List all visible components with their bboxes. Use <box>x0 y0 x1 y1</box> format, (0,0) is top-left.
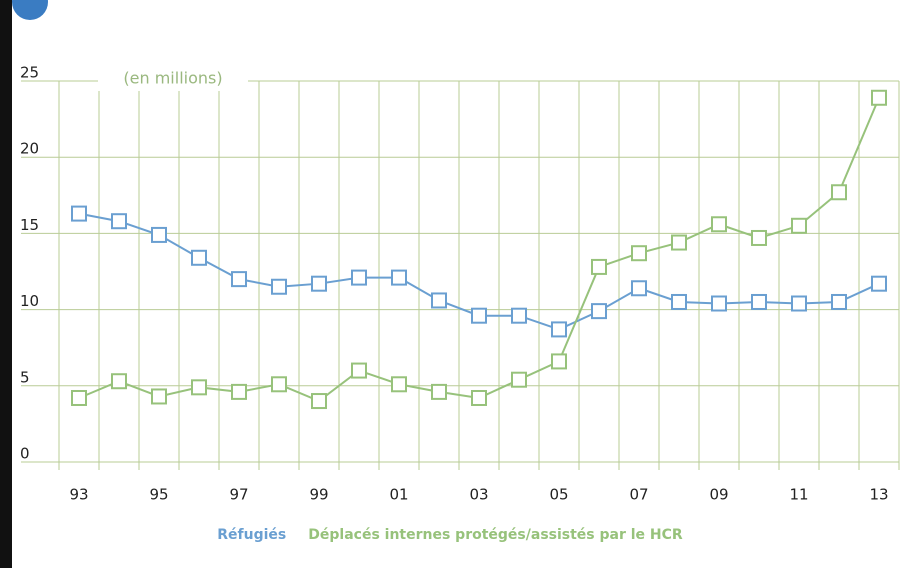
y-tick-label: 10 <box>20 292 39 310</box>
legend: Réfugiés Déplacés internes protégés/assis… <box>217 527 683 543</box>
marker <box>751 293 767 310</box>
marker <box>151 226 167 243</box>
marker <box>231 383 247 400</box>
y-tick-label: 0 <box>20 445 30 463</box>
side-strip <box>0 0 12 568</box>
marker <box>871 89 887 106</box>
marker <box>151 388 167 405</box>
marker <box>631 245 647 262</box>
marker <box>231 271 247 288</box>
x-tick-label: 07 <box>629 486 648 504</box>
marker <box>111 213 127 230</box>
x-tick-label: 05 <box>549 486 568 504</box>
y-tick-label: 20 <box>20 140 39 158</box>
marker <box>311 393 327 410</box>
marker <box>791 217 807 234</box>
marker <box>271 278 287 295</box>
marker <box>71 205 87 222</box>
x-tick-label: 93 <box>69 486 88 504</box>
x-tick-label: 95 <box>149 486 168 504</box>
marker <box>871 275 887 292</box>
marker <box>391 269 407 286</box>
marker <box>71 389 87 406</box>
marker <box>471 389 487 406</box>
y-tick-label: 15 <box>20 216 39 234</box>
marker <box>191 379 207 396</box>
legend-entry: Déplacés internes protégés/assistés par … <box>308 527 683 543</box>
marker <box>351 269 367 286</box>
marker <box>551 321 567 338</box>
series-line <box>78 97 880 403</box>
marker <box>191 249 207 266</box>
x-tick-label: 99 <box>309 486 328 504</box>
x-tick-label: 03 <box>469 486 488 504</box>
marker <box>511 307 527 324</box>
marker <box>311 275 327 292</box>
marker <box>791 295 807 312</box>
marker <box>831 293 847 310</box>
marker <box>711 216 727 233</box>
x-tick-label: 09 <box>709 486 728 504</box>
legend-entry: Réfugiés <box>217 527 286 543</box>
marker <box>431 383 447 400</box>
marker <box>471 307 487 324</box>
y-tick-label: 5 <box>20 368 30 386</box>
annotation-bg <box>98 71 248 91</box>
marker <box>351 362 367 379</box>
y-tick-label: 25 <box>20 64 39 82</box>
marker <box>631 280 647 297</box>
marker <box>511 371 527 388</box>
annotation: (en millions) <box>123 69 222 88</box>
x-tick-label: 11 <box>789 486 808 504</box>
marker <box>831 184 847 201</box>
marker <box>591 303 607 320</box>
marker <box>591 258 607 275</box>
marker <box>111 373 127 390</box>
marker <box>711 295 727 312</box>
marker <box>551 353 567 370</box>
marker <box>271 376 287 393</box>
x-tick-label: 97 <box>229 486 248 504</box>
marker <box>671 234 687 251</box>
marker <box>391 376 407 393</box>
title-badge <box>12 0 48 20</box>
x-tick-label: 13 <box>869 486 888 504</box>
marker <box>671 293 687 310</box>
x-tick-label: 01 <box>389 486 408 504</box>
marker <box>751 229 767 246</box>
marker <box>431 292 447 309</box>
